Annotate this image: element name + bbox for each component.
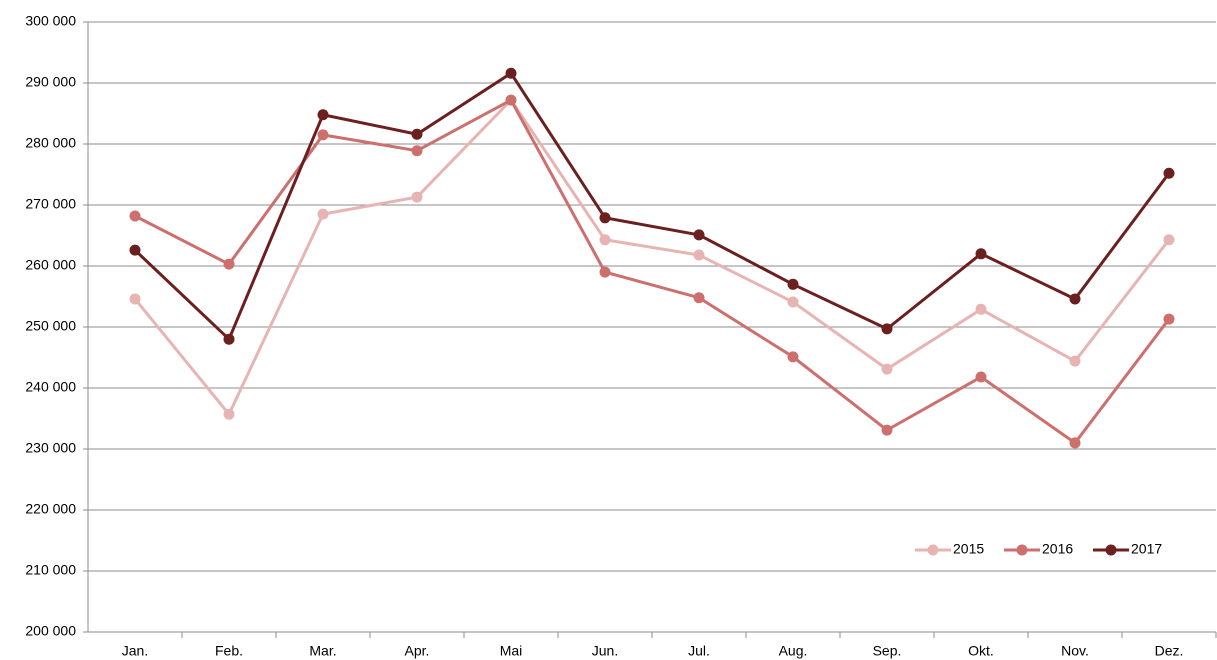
y-tick-label: 270 000 <box>25 196 76 212</box>
legend-label: 2015 <box>953 541 984 557</box>
series-line <box>134 98 1171 445</box>
data-point <box>881 323 893 335</box>
legend-label: 2017 <box>1131 541 1162 557</box>
data-point <box>223 333 235 345</box>
data-point <box>1163 234 1175 246</box>
data-point <box>317 129 329 141</box>
legend-marker <box>1016 544 1028 556</box>
x-tick-label: Sep. <box>873 643 902 659</box>
x-tick-label: Aug. <box>779 643 808 659</box>
data-point <box>693 229 705 241</box>
data-point <box>505 94 517 106</box>
data-point <box>411 128 423 140</box>
x-tick-label: Feb. <box>215 643 243 659</box>
data-point <box>975 371 987 383</box>
data-point <box>787 278 799 290</box>
data-point <box>693 249 705 261</box>
series-line <box>133 71 1171 342</box>
data-point <box>1069 355 1081 367</box>
data-point <box>599 266 611 278</box>
data-point <box>1069 293 1081 305</box>
data-point <box>975 303 987 315</box>
data-point <box>223 408 235 420</box>
data-point <box>505 67 517 79</box>
series-line <box>133 97 1171 418</box>
x-tick-label: Mai <box>500 643 523 659</box>
data-point <box>787 351 799 363</box>
legend-marker <box>1105 544 1117 556</box>
legend-label: 2016 <box>1042 541 1073 557</box>
data-point <box>317 208 329 220</box>
data-point <box>881 424 893 436</box>
data-point <box>1163 313 1175 325</box>
data-point <box>1069 437 1081 449</box>
x-tick-label: Nov. <box>1061 643 1089 659</box>
data-point <box>317 109 329 121</box>
y-tick-label: 260 000 <box>25 257 76 273</box>
data-point <box>1163 167 1175 179</box>
data-point <box>129 210 141 222</box>
x-tick-label: Dez. <box>1155 643 1184 659</box>
data-point <box>693 292 705 304</box>
data-point <box>411 145 423 157</box>
y-tick-label: 300 000 <box>25 13 76 29</box>
x-tick-label: Mar. <box>309 643 336 659</box>
x-tick-label: Jan. <box>122 643 148 659</box>
y-tick-label: 210 000 <box>25 562 76 578</box>
data-point <box>223 258 235 270</box>
data-point <box>599 212 611 224</box>
x-tick-label: Okt. <box>968 643 994 659</box>
x-tick-label: Apr. <box>405 643 430 659</box>
data-point <box>599 234 611 246</box>
x-tick-label: Jul. <box>688 643 710 659</box>
y-tick-label: 220 000 <box>25 501 76 517</box>
data-point <box>129 244 141 256</box>
data-point <box>787 296 799 308</box>
y-tick-label: 200 000 <box>25 623 76 639</box>
data-point <box>881 363 893 375</box>
y-tick-label: 250 000 <box>25 318 76 334</box>
y-tick-label: 240 000 <box>25 379 76 395</box>
data-point <box>975 248 987 260</box>
y-tick-label: 290 000 <box>25 74 76 90</box>
x-tick-label: Jun. <box>592 643 618 659</box>
legend-marker <box>927 544 939 556</box>
data-point <box>129 293 141 305</box>
y-tick-label: 230 000 <box>25 440 76 456</box>
data-point <box>411 191 423 203</box>
y-tick-label: 280 000 <box>25 135 76 151</box>
